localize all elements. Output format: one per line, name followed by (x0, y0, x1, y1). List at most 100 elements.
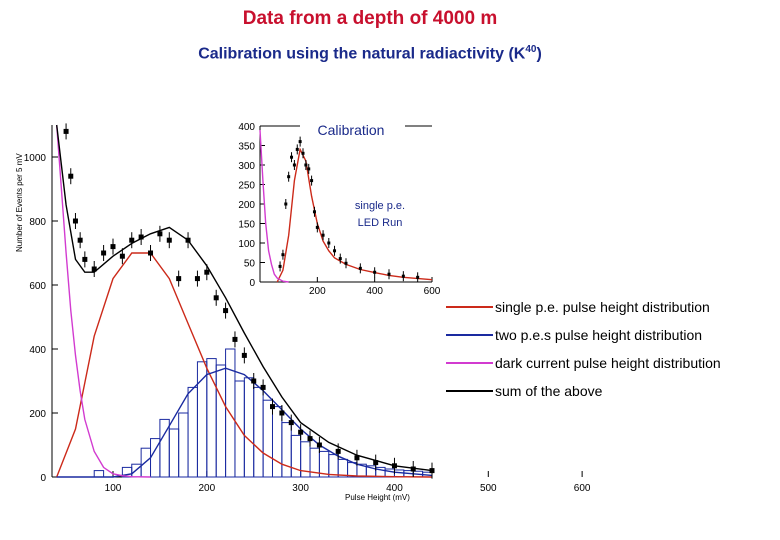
inset-data-point (358, 266, 362, 270)
sum-curve (56, 124, 433, 472)
legend-label: single p.e. pulse height distribution (495, 299, 710, 315)
two-pe-histogram-bar (347, 462, 358, 478)
main-y-tick-label: 200 (29, 409, 46, 420)
y-axis-title: Number of Events per 5 mV (15, 153, 24, 252)
two-pe-histogram-bar (328, 454, 339, 478)
inset-single-pe-curve (276, 147, 433, 283)
data-point (138, 234, 144, 240)
inset-data-point (333, 249, 337, 253)
two-pe-histogram-bar (281, 422, 292, 478)
data-point (288, 420, 294, 426)
inset-data-point (278, 264, 282, 268)
two-pe-histogram (93, 348, 433, 478)
data-point (77, 237, 83, 243)
inset-data-point (344, 261, 348, 265)
main-y-tick-label: 800 (29, 217, 46, 228)
inset-data-point (284, 202, 288, 206)
data-point (194, 276, 200, 282)
main-x-tick-label: 100 (105, 483, 122, 494)
data-point (269, 404, 275, 410)
subtitle-close: ) (536, 45, 542, 63)
data-point (82, 256, 88, 262)
inset-data-point (373, 270, 377, 274)
main-x-tick-label: 400 (386, 483, 403, 494)
data-point (110, 244, 116, 250)
main-x-tick-label: 200 (198, 483, 215, 494)
two-pe-histogram-bar (178, 412, 189, 478)
inset-data-point (416, 275, 420, 279)
inset-x-tick-label: 600 (424, 286, 441, 297)
dark-current-curve (56, 124, 151, 478)
inset-data-point (287, 175, 291, 179)
subtitle-text: Calibration using the natural radiactivi… (198, 45, 526, 63)
two-pe-histogram-bar (262, 399, 273, 478)
two-pe-histogram-bar (215, 364, 227, 478)
two-pe-histogram-bar (168, 428, 180, 478)
main-y-tick-label: 0 (40, 473, 46, 484)
subtitle-superscript: 40 (525, 44, 537, 55)
single-pe-curve (56, 252, 433, 478)
main-y-tick-label: 1000 (24, 153, 47, 164)
data-point (213, 295, 219, 301)
data-point (63, 128, 69, 134)
inset-y-tick-label: 300 (238, 161, 255, 172)
inset-y-tick-label: 350 (238, 142, 255, 153)
data-point (72, 218, 78, 224)
main-y-tick-label: 400 (29, 345, 46, 356)
main-plot-series (56, 124, 433, 478)
inset-data-point (310, 179, 314, 183)
data-point (223, 308, 229, 314)
inset-data-point (327, 241, 331, 245)
two-pe-histogram-bar (253, 386, 264, 478)
inset-x-tick-label: 400 (366, 286, 383, 297)
inset-data-point (295, 147, 299, 151)
data-point (166, 237, 172, 243)
legend-label: dark current pulse height distribution (495, 355, 721, 371)
data-point (232, 336, 238, 342)
inset-y-tick-label: 400 (238, 122, 255, 133)
inset-dark-current-curve (259, 129, 289, 283)
data-point (335, 448, 341, 454)
inset-data-point (338, 257, 342, 261)
inset-data-point (315, 225, 319, 229)
inset-y-tick-label: 0 (249, 278, 255, 289)
inset-label-single-pe: single p.e. (355, 200, 405, 212)
data-point (241, 352, 247, 358)
inset-y-tick-label: 50 (244, 259, 256, 270)
legend: single p.e. pulse height distribution two… (446, 299, 721, 399)
inset-data-point (312, 210, 316, 214)
data-point (354, 455, 360, 461)
main-y-tick-label: 600 (29, 281, 46, 292)
data-point (176, 276, 182, 282)
data-point (307, 436, 313, 442)
inset-data-point (292, 163, 296, 167)
inset-data-point (307, 167, 311, 171)
data-point (316, 442, 322, 448)
data-point (429, 468, 435, 474)
inset-data-point (281, 253, 285, 257)
inset-data-point (301, 151, 305, 155)
inset-y-tick-label: 100 (238, 239, 255, 250)
data-point (391, 463, 397, 469)
data-point (260, 384, 266, 390)
data-point (148, 250, 154, 256)
two-pe-histogram-bar (243, 377, 255, 478)
main-x-tick-label: 600 (574, 483, 591, 494)
inset-label-led-run: LED Run (358, 217, 403, 229)
two-pe-histogram-bar (187, 386, 198, 478)
inset-data-point (321, 233, 325, 237)
two-pe-histogram-bar (93, 470, 105, 478)
data-point (410, 466, 416, 472)
data-point (185, 237, 191, 243)
legend-label: sum of the above (495, 383, 603, 399)
main-plot-data-points (63, 123, 435, 479)
data-point (91, 266, 97, 272)
inset-y-tick-label: 250 (238, 181, 255, 192)
data-point (251, 378, 257, 384)
inset-y-tick-label: 150 (238, 220, 255, 231)
inset-title: Calibration (318, 122, 385, 138)
inset-background (260, 126, 432, 282)
inset-data-point (401, 274, 405, 278)
